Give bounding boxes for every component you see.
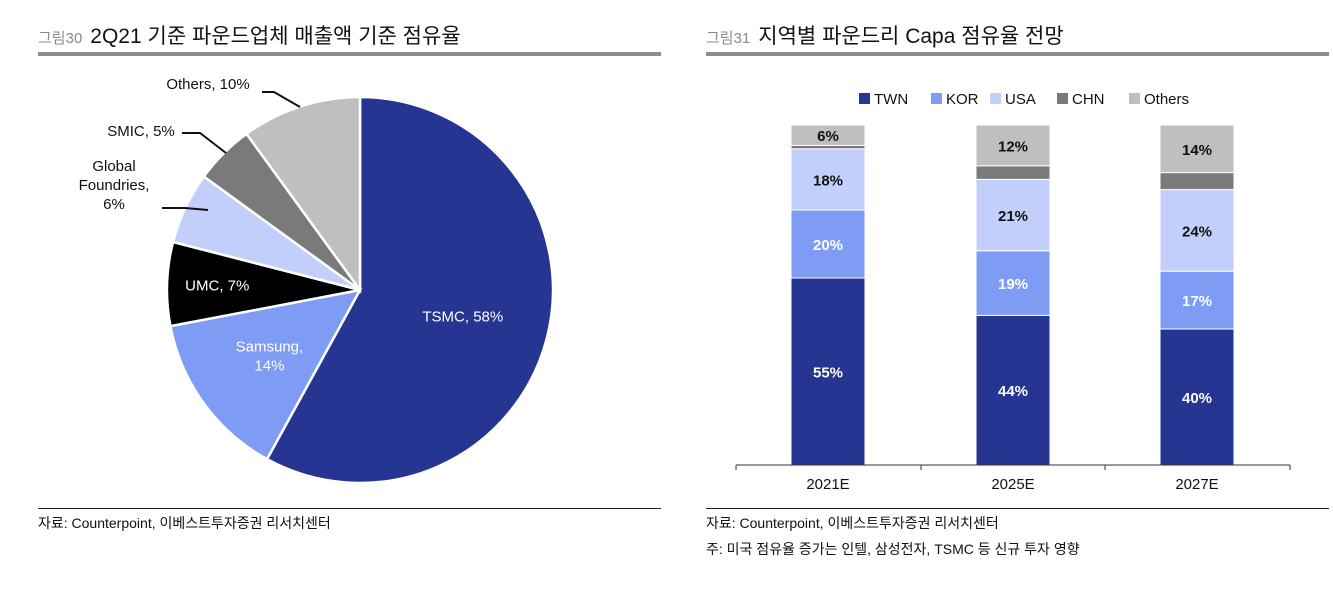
bar-value-label-twn-2025e: 44% — [998, 383, 1028, 400]
title-rule — [38, 52, 661, 56]
bar-segment-kor-2025e — [975, 250, 1051, 316]
bar-value-label-others-2025e: 12% — [998, 138, 1028, 155]
bar-segment-others-2027e — [1159, 124, 1235, 174]
title-rule — [706, 52, 1329, 56]
bar-segment-usa-2027e — [1159, 189, 1235, 272]
pie-leader-global-foundries — [162, 207, 209, 211]
figure-title: 그림31 지역별 파운드리 Capa 점유율 전망 — [706, 20, 1064, 50]
source-rule — [706, 508, 1329, 509]
pie-label-others: Others, 10% — [166, 76, 249, 93]
legend-label-twn: TWN — [874, 91, 908, 108]
bar-segment-others-2021e — [790, 124, 866, 146]
x-tick-label-2025e: 2025E — [991, 476, 1034, 493]
legend-swatch-chn — [1057, 93, 1068, 104]
pie-label-samsung: 14% — [254, 357, 284, 374]
bar-value-label-usa-2025e: 21% — [998, 208, 1028, 225]
source-rule — [38, 508, 661, 509]
bar-segment-kor-2027e — [1159, 270, 1235, 330]
bar-value-label-usa-2027e: 24% — [1182, 223, 1212, 240]
pie-label-umc: UMC, 7% — [185, 278, 249, 295]
pie-label-tsmc: TSMC, 58% — [422, 308, 503, 325]
x-tick-label-2027e: 2027E — [1175, 476, 1218, 493]
legend-label-kor: KOR — [946, 91, 979, 108]
pie-leader-others — [262, 91, 301, 108]
figure-title-text: 지역별 파운드리 Capa 점유율 전망 — [758, 25, 1064, 48]
bar-segment-twn-2021e — [790, 277, 866, 466]
bar-segment-twn-2027e — [1159, 328, 1235, 466]
pie-label-global-foundries: Foundries, — [79, 177, 150, 194]
legend-label-others: Others — [1144, 91, 1189, 108]
bar-value-label-kor-2025e: 19% — [998, 276, 1028, 293]
bar-segment-kor-2021e — [790, 209, 866, 279]
legend-swatch-kor — [931, 93, 942, 104]
bar-value-label-usa-2021e: 18% — [813, 172, 843, 189]
left-panel: 그림30 2Q21 기준 파운드업체 매출액 기준 점유율 TSMC, 58% Sa… — [0, 0, 665, 593]
bar-segment-chn-2025e — [975, 165, 1051, 180]
pie-label-global-foundries: 6% — [103, 196, 125, 213]
source-text: 자료: Counterpoint, 이베스트투자증권 리서치센터 — [38, 515, 331, 531]
figure-number: 그림31 — [706, 30, 751, 47]
bar-segment-twn-2025e — [975, 314, 1051, 466]
stacked-bar-chart: TWN KOR USA CHN Others 55% 20% 18% 6% 2021E 44% 19%… — [735, 91, 1291, 493]
pie-leader-smic — [182, 132, 227, 154]
source-text: 자료: Counterpoint, 이베스트투자증권 리서치센터 — [706, 515, 999, 531]
bar-value-label-others-2027e: 14% — [1182, 142, 1212, 159]
bar-value-label-twn-2027e: 40% — [1182, 390, 1212, 407]
note-text: 주: 미국 점유율 증가는 인텔, 삼성전자, TSMC 등 신규 투자 영향 — [706, 541, 1080, 557]
bar-segment-usa-2021e — [790, 148, 866, 211]
x-tick-label-2021e: 2021E — [806, 476, 849, 493]
legend-swatch-twn — [859, 93, 870, 104]
bar-segment-chn-2021e — [790, 144, 866, 150]
bar-segment-others-2025e — [975, 124, 1051, 167]
legend-label-chn: CHN — [1072, 91, 1105, 108]
pie-slice-samsung — [168, 288, 363, 461]
right-panel: 그림31 지역별 파운드리 Capa 점유율 전망 TWN KOR USA CHN Oth… — [700, 0, 1333, 593]
bar-segment-usa-2025e — [975, 178, 1051, 252]
pie-chart: TSMC, 58% Samsung, 14% UMC, 7% Global Foundri… — [79, 76, 555, 485]
bar-value-label-kor-2027e: 17% — [1182, 293, 1212, 310]
legend-swatch-usa — [990, 93, 1001, 104]
pie-label-samsung: Samsung, — [236, 338, 304, 355]
figure-number: 그림30 — [38, 30, 83, 47]
legend-label-usa: USA — [1005, 91, 1036, 108]
figure-title-text: 2Q21 기준 파운드업체 매출액 기준 점유율 — [90, 25, 461, 48]
bar-value-label-twn-2021e: 55% — [813, 365, 843, 382]
pie-slice-tsmc — [265, 95, 555, 485]
bar-value-label-others-2021e: 6% — [817, 128, 839, 145]
bar-value-label-kor-2021e: 20% — [813, 237, 843, 254]
pie-label-global-foundries: Global — [92, 158, 135, 175]
pie-slice-others — [244, 95, 362, 294]
pie-label-smic: SMIC, 5% — [107, 123, 175, 140]
legend-swatch-others — [1129, 93, 1140, 104]
bar-segment-chn-2027e — [1159, 172, 1235, 191]
figure-title: 그림30 2Q21 기준 파운드업체 매출액 기준 점유율 — [38, 20, 461, 50]
